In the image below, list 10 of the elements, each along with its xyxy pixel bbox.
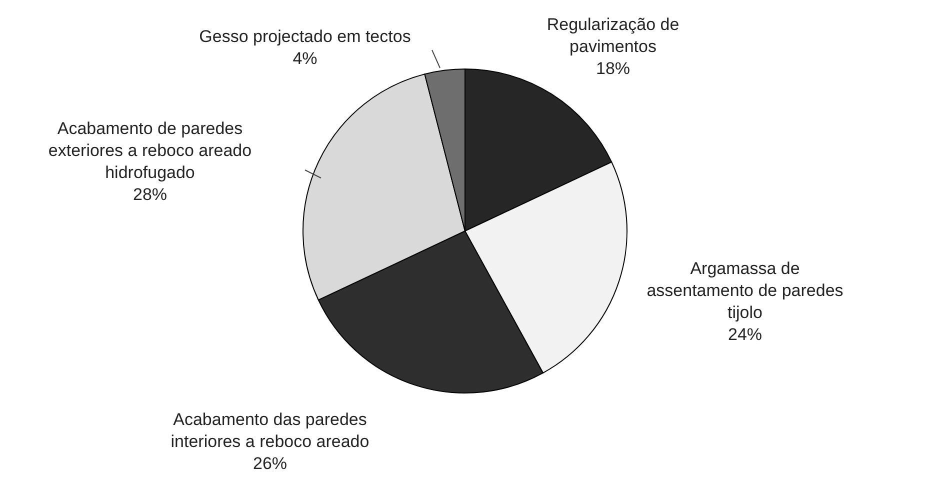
slice-label: Argamassa de assentamento de paredes tijolo [646,259,844,322]
slice-label: Acabamento de paredes exteriores a reboco areado hidrofugado [48,119,252,182]
data-label: 4% [292,49,318,68]
slice-label: Acabamento das paredes interiores a reboco areado [170,410,370,451]
data-label: 28% [132,185,168,204]
data-label: 18% [596,59,630,78]
slice-label: Gesso projectado em tectos [199,27,411,46]
slice-label: Regularização de pavimentos [546,15,680,56]
data-label: 24% [728,325,762,344]
data-label: 26% [252,454,288,473]
